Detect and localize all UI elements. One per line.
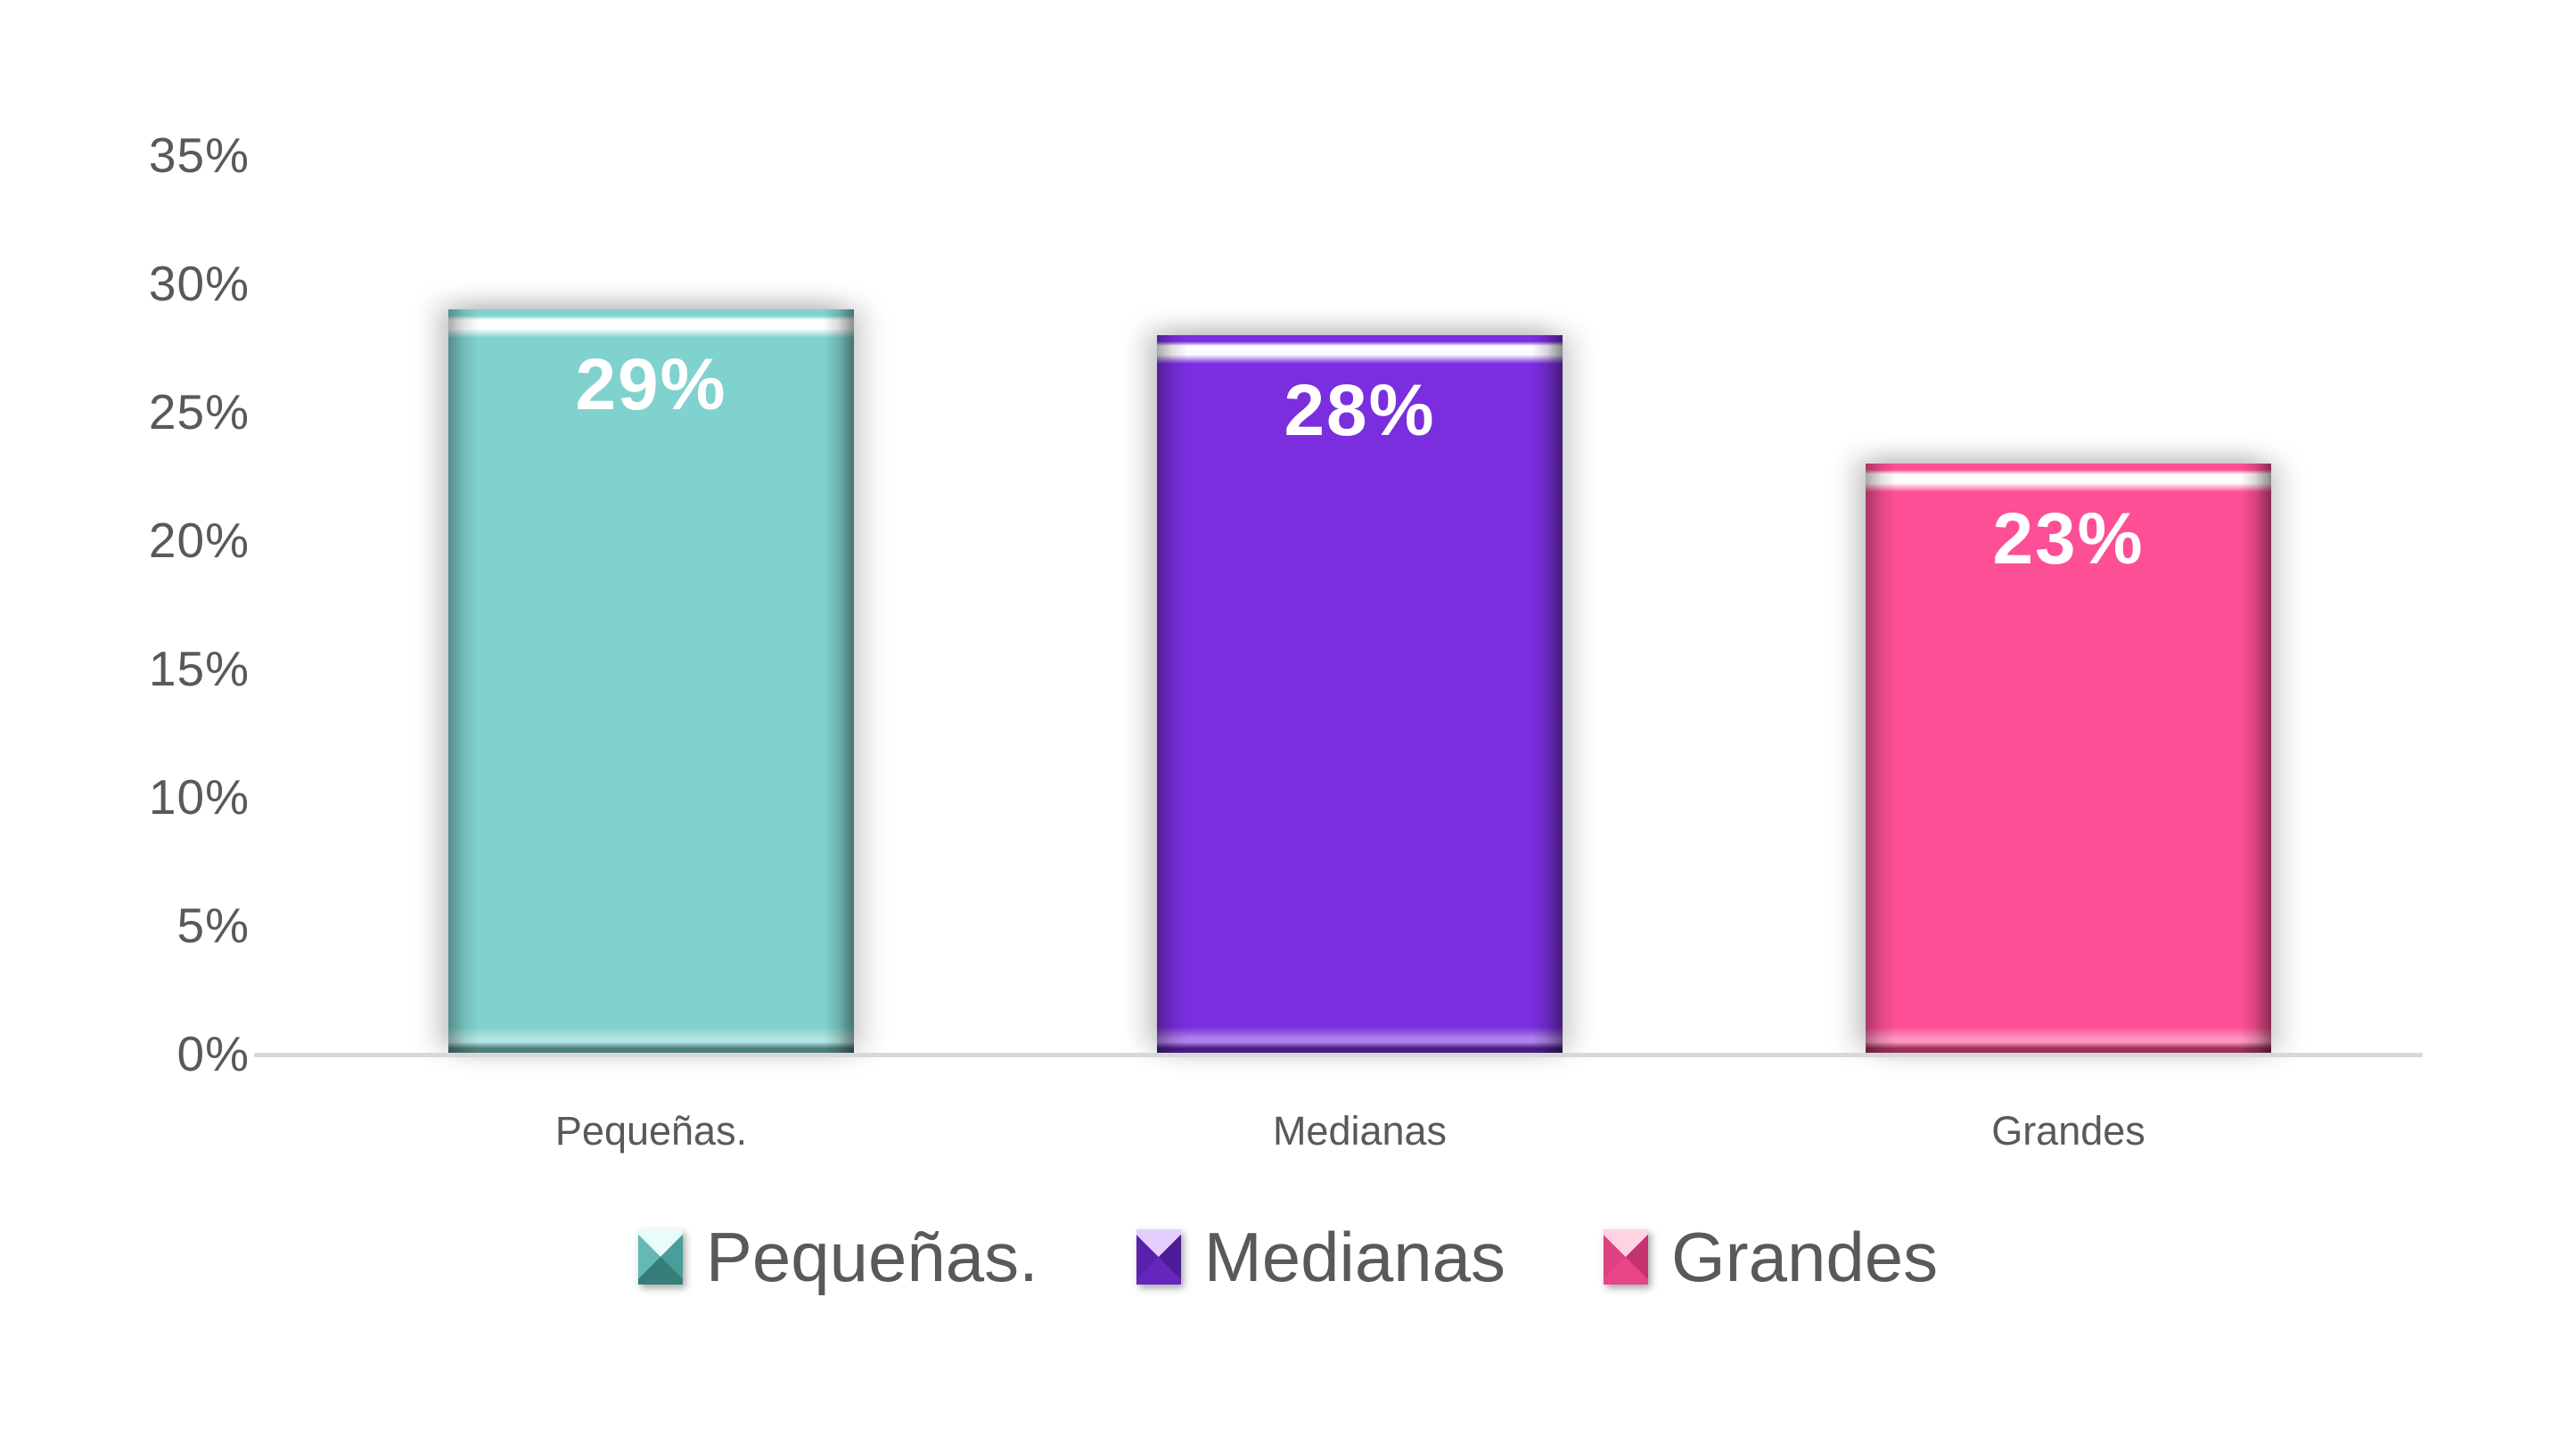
legend: Pequeñas. Medianas Grandes (0, 1203, 2576, 1310)
bar-medianas: 28% (1157, 334, 1563, 1054)
legend-item-label: Pequeñas. (705, 1217, 1038, 1296)
category-label-medianas: Medianas (1272, 1108, 1448, 1154)
bar-grandes: 23% (1866, 463, 2271, 1054)
bar-value-label-pequenas: 29% (575, 343, 727, 425)
y-tick-label-15: 15% (148, 640, 250, 696)
legend-marker-icon (637, 1229, 683, 1285)
legend-marker-icon (1604, 1229, 1648, 1285)
x-axis-line (254, 1053, 2423, 1057)
category-label-grandes: Grandes (1991, 1108, 2145, 1154)
y-tick-label-0: 0% (176, 1025, 250, 1081)
category-label-pequenas: Pequeñas. (554, 1108, 748, 1154)
bar-value-label-medianas: 28% (1284, 369, 1436, 451)
y-tick-label-25: 25% (148, 383, 250, 439)
legend-marker-icon (1136, 1229, 1181, 1285)
y-tick-label-30: 30% (148, 255, 250, 311)
legend-item-label: Grandes (1671, 1217, 1939, 1296)
y-tick-label-35: 35% (148, 127, 250, 183)
y-tick-label-20: 20% (148, 512, 250, 568)
bar-pequenas: 29% (448, 308, 854, 1054)
y-tick-label-5: 5% (176, 897, 250, 953)
y-tick-label-10: 10% (148, 768, 250, 825)
legend-item-grandes: Grandes (1604, 1217, 1938, 1298)
bar-value-label-grandes: 23% (1992, 497, 2145, 579)
legend-item-medianas: Medianas (1136, 1217, 1505, 1298)
legend-item-pequenas: Pequeñas. (637, 1217, 1038, 1298)
legend-item-label: Medianas (1203, 1217, 1505, 1296)
